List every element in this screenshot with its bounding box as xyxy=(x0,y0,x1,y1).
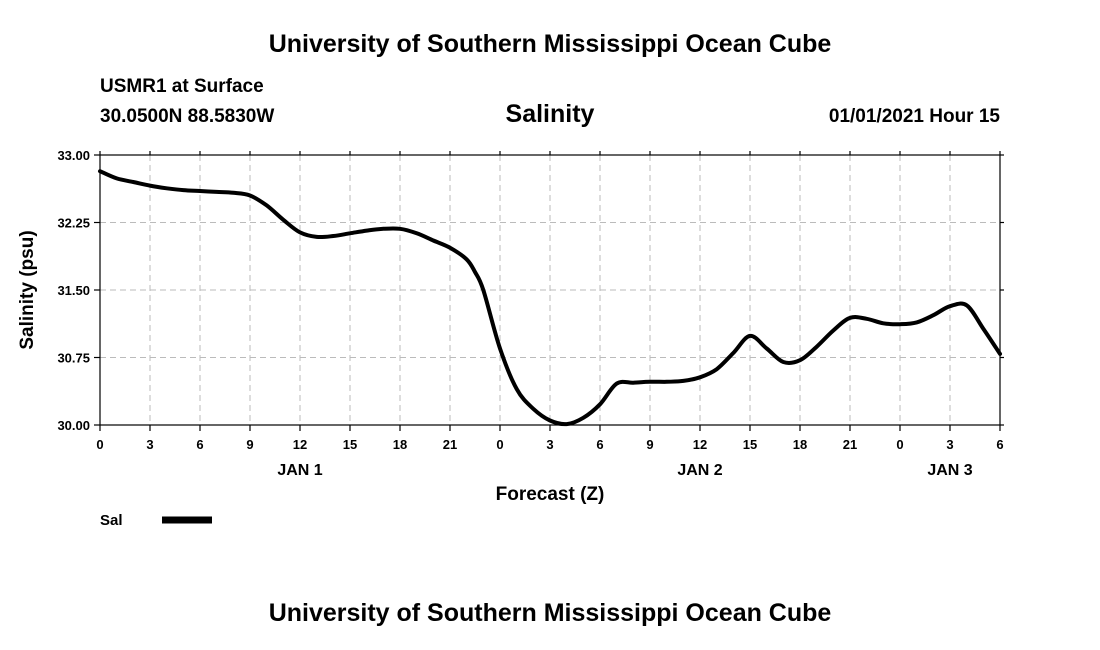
y-tick-label: 32.25 xyxy=(57,216,90,231)
top-title: University of Southern Mississippi Ocean… xyxy=(268,30,832,58)
x-tick-label: 15 xyxy=(343,437,357,452)
x-tick-label: 15 xyxy=(743,437,757,452)
legend-label: Sal xyxy=(100,512,123,529)
x-tick-label: 21 xyxy=(443,437,457,452)
grid-lines xyxy=(100,155,1000,425)
y-tick-label: 30.00 xyxy=(57,418,90,433)
x-tick-label: 12 xyxy=(293,437,307,452)
x-tick-label: 6 xyxy=(996,437,1003,452)
date-label: JAN 2 xyxy=(677,462,722,479)
y-tick-label: 33.00 xyxy=(57,148,90,163)
datetime-label: 01/01/2021 Hour 15 xyxy=(828,106,1000,127)
y-tick-label: 30.75 xyxy=(57,351,90,366)
x-tick-label: 12 xyxy=(693,437,707,452)
x-tick-label: 18 xyxy=(393,437,407,452)
y-tick-label: 31.50 xyxy=(57,283,90,298)
series-line-sal xyxy=(98,169,1002,427)
x-tick-label: 0 xyxy=(96,437,103,452)
x-tick-label: 0 xyxy=(496,437,503,452)
x-tick-label: 18 xyxy=(793,437,807,452)
x-axis-label: Forecast (Z) xyxy=(496,484,605,505)
bottom-title: University of Southern Mississippi Ocean… xyxy=(268,599,832,627)
x-tick-label: 3 xyxy=(146,437,153,452)
x-tick-label: 0 xyxy=(896,437,903,452)
x-tick-label: 6 xyxy=(196,437,203,452)
axis-ticks: 0 3 6 9 12 15 18 21 0 3 6 9 12 15 18 21 0 3 6 JAN 1 JAN 2 JAN… xyxy=(57,148,1004,479)
x-tick-label: 3 xyxy=(546,437,553,452)
station-label: USMR1 at Surface xyxy=(100,76,264,97)
x-tick-label: 9 xyxy=(246,437,253,452)
date-label: JAN 3 xyxy=(927,462,972,479)
x-tick-label: 3 xyxy=(946,437,953,452)
y-axis-label: Salinity (psu) xyxy=(17,230,38,349)
coordinates-label: 30.0500N 88.5830W xyxy=(100,106,275,127)
x-tick-label: 6 xyxy=(596,437,603,452)
chart-title: Salinity xyxy=(505,100,595,128)
date-label: JAN 1 xyxy=(277,462,322,479)
x-tick-label: 21 xyxy=(843,437,857,452)
x-tick-label: 9 xyxy=(646,437,653,452)
